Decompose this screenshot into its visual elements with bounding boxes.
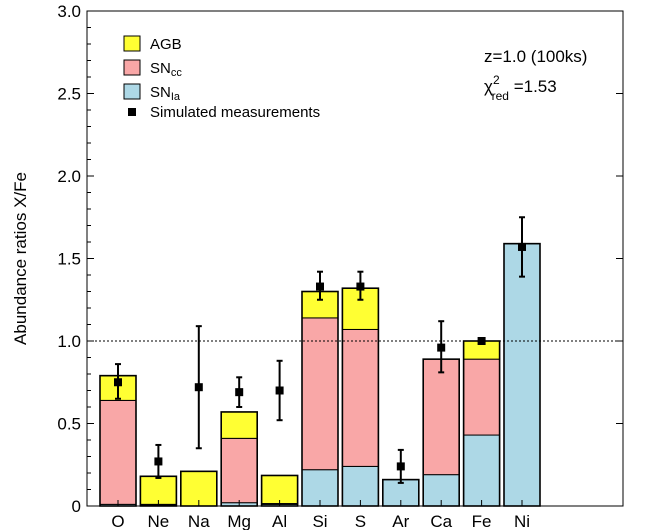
y-tick-label-2: 1.0 — [57, 332, 81, 351]
bar-segment-mg-2 — [220, 411, 258, 439]
bar-segment-fe-0 — [463, 434, 501, 507]
measurement-point-ne — [154, 457, 163, 466]
x-tick-label-mg: Mg — [227, 512, 251, 530]
legend-label-measurements: Simulated measurements — [150, 104, 320, 121]
x-tick-label-fe: Fe — [472, 512, 492, 530]
legend-label-snia: SNIa — [150, 84, 181, 103]
measurement-point-ar — [396, 462, 405, 471]
measurement-point-si — [316, 282, 324, 291]
x-tick-label-ne: Ne — [148, 512, 170, 530]
y-tick-label-5: 2.5 — [57, 85, 81, 104]
annotation-exposure: z=1.0 (100ks) — [484, 47, 587, 66]
bar-segment-fe-1 — [463, 358, 501, 436]
measurement-point-al — [275, 386, 284, 395]
y-tick-label-0: 0 — [72, 497, 81, 516]
bar-segment-ca-1 — [422, 358, 460, 476]
fit-annotation: z=1.0 (100ks) χ2 red =1.53 — [484, 47, 587, 103]
x-tick-label-si: Si — [312, 512, 327, 530]
bars-layer — [99, 242, 541, 507]
y-axis: 0 0.5 1.0 1.5 2.0 2.5 3.0 — [57, 2, 623, 516]
x-tick-label-s: S — [355, 512, 366, 530]
annotation-chi2: χ2 red =1.53 — [484, 73, 557, 103]
measurement-point-ni — [518, 242, 526, 251]
x-tick-label-na: Na — [188, 512, 210, 530]
legend-swatch-snia — [123, 83, 141, 100]
legend-label-snia-sub: Ia — [171, 91, 181, 103]
x-axis: O Ne Na Mg Al Si S Ar Ca Fe Ni — [111, 500, 530, 530]
x-tick-label-ar: Ar — [392, 512, 409, 530]
bar-segment-mg-1 — [220, 437, 258, 504]
legend-label-sncc-main: SN — [150, 60, 171, 77]
legend-label-sncc: SNcc — [150, 60, 182, 79]
bar-segment-ni-0 — [503, 243, 541, 507]
chi-symbol: χ — [484, 77, 493, 96]
y-tick-label-4: 2.0 — [57, 167, 81, 186]
legend-label-agb: AGB — [150, 36, 182, 53]
legend-marker-measurements — [128, 108, 136, 116]
measurement-point-na — [194, 383, 203, 392]
legend-swatch-agb — [123, 35, 141, 52]
x-tick-label-al: Al — [272, 512, 287, 530]
y-axis-label: Abundance ratios X/Fe — [11, 172, 30, 345]
x-tick-label-ca: Ca — [430, 512, 452, 530]
chi-sup: 2 — [493, 73, 500, 87]
legend: AGB SNcc SNIa Simulated measurements — [123, 35, 320, 121]
measurements-layer — [114, 216, 526, 484]
legend-label-sncc-sub: cc — [171, 67, 183, 79]
x-tick-label-ni: Ni — [514, 512, 530, 530]
chi-sub: red — [492, 89, 509, 103]
measurement-point-s — [356, 282, 365, 291]
measurement-point-ca — [437, 343, 446, 352]
bar-segment-o-1 — [99, 399, 137, 505]
y-tick-label-3: 1.5 — [57, 250, 81, 269]
chi-value: =1.53 — [509, 77, 557, 96]
measurement-point-mg — [235, 388, 244, 397]
measurement-point-fe — [477, 337, 486, 345]
bar-segment-si-1 — [301, 317, 339, 471]
bar-segment-s-1 — [341, 328, 379, 467]
legend-swatch-sncc — [123, 59, 141, 76]
bar-segment-al-2 — [261, 474, 299, 505]
y-tick-label-6: 3.0 — [57, 2, 81, 21]
y-tick-label-1: 0.5 — [57, 415, 81, 434]
legend-label-snia-main: SN — [150, 84, 171, 101]
x-tick-label-o: O — [111, 512, 124, 530]
measurement-point-o — [114, 378, 122, 387]
